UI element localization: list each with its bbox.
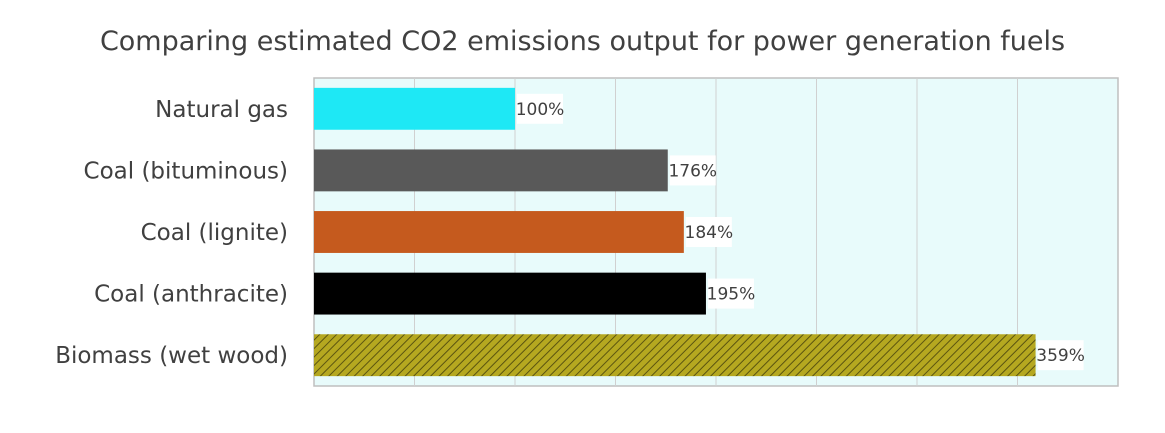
data-label-background [1037, 340, 1084, 371]
category-label: Coal (bituminous) [84, 158, 288, 184]
bars [314, 87, 1036, 377]
bar [314, 334, 1036, 377]
category-label: Coal (anthracite) [94, 282, 288, 308]
data-label: 184% [685, 223, 734, 243]
data-label: 176% [668, 161, 717, 181]
bar [314, 149, 668, 192]
data-label: 100% [516, 100, 565, 120]
data-label: 359% [1036, 346, 1085, 366]
category-label: Biomass (wet wood) [55, 343, 288, 369]
bar [314, 87, 515, 130]
bar [314, 211, 684, 253]
bar [314, 272, 706, 315]
data-label-background [707, 278, 754, 309]
category-label: Natural gas [155, 97, 288, 123]
category-label: Coal (lignite) [141, 220, 288, 246]
data-label-background [685, 217, 732, 247]
data-label: 195% [707, 285, 756, 305]
labels: Natural gas 100% Coal (bituminous) 176% Coal… [55, 93, 1085, 371]
data-label-background [669, 155, 716, 186]
data-label-background [517, 93, 563, 124]
chart-title: Comparing estimated CO2 emissions output… [99, 26, 1066, 57]
